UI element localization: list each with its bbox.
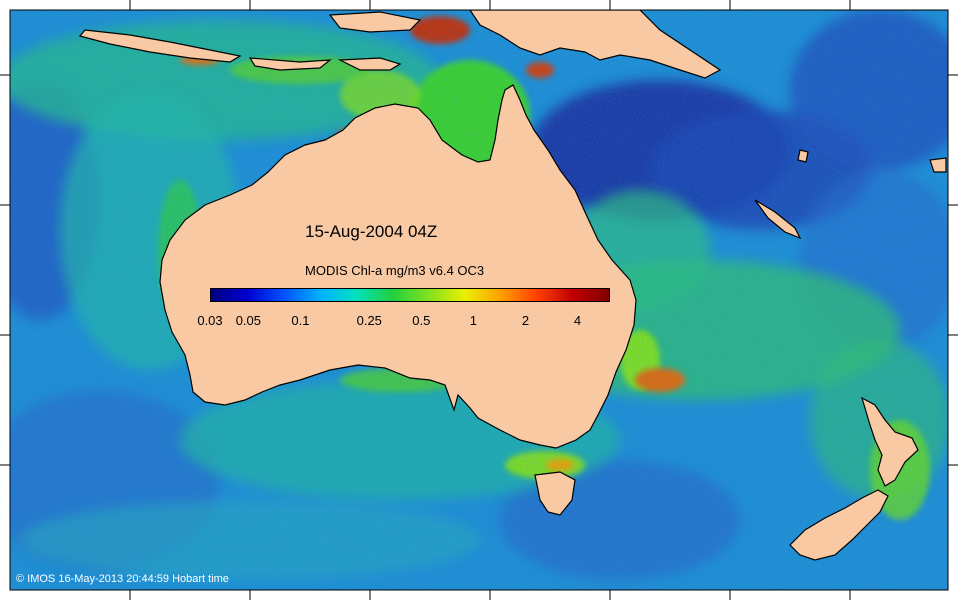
colorbar-tick-label: 0.1	[291, 313, 310, 328]
colorbar-tick-label: 1	[469, 313, 478, 328]
tasmania-landmass	[534, 471, 576, 516]
colorbar-tick-label: 4	[573, 313, 582, 328]
colorbar-tick-label: 2	[521, 313, 530, 328]
map-title: 15-Aug-2004 04Z	[305, 222, 438, 241]
new-guinea-landmass	[469, 10, 722, 79]
colorbar-tick-label: 0.5	[412, 313, 431, 328]
new-zealand-south-island	[789, 489, 889, 561]
colorbar-tick-label: 0.05	[235, 313, 262, 328]
land	[78, 10, 947, 561]
new-zealand-north-island	[861, 396, 919, 487]
indonesia-islands	[78, 29, 242, 63]
colorbar	[210, 288, 610, 302]
credit-line: © IMOS 16-May-2013 20:44:59 Hobart time	[16, 573, 229, 585]
australia-landmass	[159, 84, 637, 449]
colorbar-tick-label: 0.03	[197, 313, 223, 328]
colorbar-tick-label: 0.25	[356, 313, 382, 328]
colorbar-title: MODIS Chl-a mg/m3 v6.4 OC3	[305, 263, 485, 278]
